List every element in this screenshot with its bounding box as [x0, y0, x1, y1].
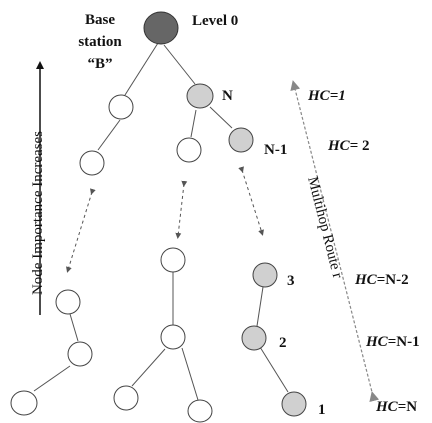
edge-left-sub	[97, 119, 121, 151]
node-level2-mid	[176, 137, 202, 163]
node-col2-right	[187, 399, 213, 423]
node-2-label: 2	[279, 335, 287, 351]
dashed-arrow-left	[66, 188, 96, 273]
node-col1-bottom	[10, 390, 38, 416]
base-station-label-2: station	[78, 34, 122, 50]
dashed-arrow-middle	[175, 180, 188, 239]
edge-base-n	[163, 44, 196, 85]
base-station-label-1: Base	[85, 12, 115, 28]
node-col2-top	[160, 247, 186, 273]
node-1-label: 1	[318, 402, 326, 418]
edge-col2-b	[131, 348, 166, 387]
node-n	[186, 83, 214, 109]
edge-3-2	[256, 286, 264, 327]
node-2	[241, 325, 267, 351]
edge-col1-a	[69, 313, 79, 342]
node-level1-left	[108, 94, 134, 120]
node-labels: Base station “B” Level 0 N N-1 3 2 1	[78, 12, 325, 418]
multihop-route-arrow	[290, 80, 380, 403]
hc-n2-label: HC=N-2	[354, 272, 409, 288]
level0-label: Level 0	[192, 13, 238, 29]
base-station-label-3: “B”	[87, 56, 112, 72]
multihop-route-label: Multihop Route r	[304, 175, 345, 280]
node-n-label: N	[222, 88, 233, 104]
hc-2-label: HC= 2	[327, 138, 370, 154]
edge-col2-c	[181, 347, 199, 401]
node-col2-mid	[160, 324, 186, 350]
dashed-arrow-right	[238, 166, 264, 236]
edge-base-left	[124, 42, 159, 96]
node-col1-top	[55, 289, 81, 315]
edge-2-1	[259, 346, 289, 393]
node-importance-label: Node Importance Increases	[30, 131, 46, 295]
hc-n1-label: HC=N-1	[365, 334, 420, 350]
tree-nodes	[10, 11, 307, 423]
node-col2-left	[113, 385, 139, 411]
node-n1-label: N-1	[264, 142, 287, 158]
hc-n-label: HC=N	[375, 399, 417, 415]
node-1	[281, 391, 307, 417]
edge-n-mid	[190, 109, 197, 138]
hop-count-labels: HC=1 HC= 2 HC=N-2 HC=N-1 HC=N	[307, 88, 420, 415]
dashed-links	[66, 166, 264, 273]
edge-col1-b	[33, 365, 71, 392]
edge-n-n1	[209, 106, 233, 129]
tree-edges	[33, 42, 289, 401]
node-3	[252, 262, 278, 288]
node-level2-left	[79, 150, 105, 176]
node-3-label: 3	[287, 273, 295, 289]
hc-1-label: HC=1	[307, 88, 346, 104]
node-col1-mid	[67, 341, 93, 367]
node-n-1	[228, 127, 254, 153]
base-station-node	[143, 11, 179, 45]
